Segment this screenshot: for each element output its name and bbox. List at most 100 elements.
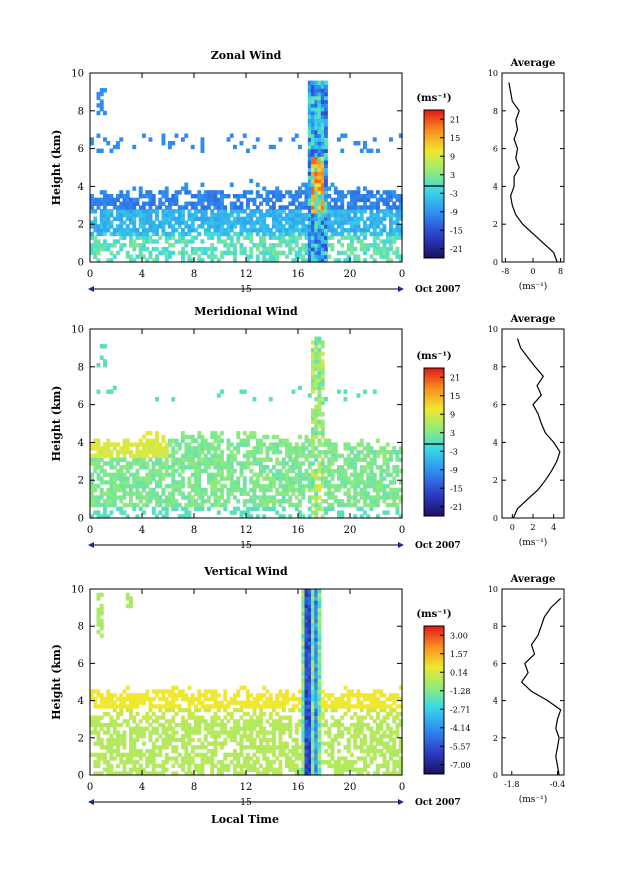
heatmap-cell (129, 254, 133, 259)
heatmap-cell (255, 704, 260, 709)
heatmap-cell (210, 726, 215, 731)
heatmap-cell (301, 763, 306, 769)
heatmap-cell (151, 461, 156, 466)
heatmap-cell (311, 693, 315, 698)
heatmap-cell (187, 685, 192, 690)
heatmap-cell (220, 472, 224, 477)
heatmap-cell (369, 749, 374, 754)
heatmap-cell (187, 484, 192, 489)
heatmap-cell (236, 450, 241, 455)
heatmap-cell (151, 719, 156, 724)
heatmap-cell (187, 771, 192, 776)
heatmap-cell (181, 726, 185, 731)
heatmap-cell (229, 450, 234, 455)
heatmap-cell (93, 254, 98, 259)
heatmap-cell (343, 461, 348, 466)
heatmap-cell (148, 137, 153, 142)
heatmap-cell (327, 484, 332, 489)
heatmap-cell (356, 393, 361, 398)
heatmap-cell (125, 722, 130, 728)
heatmap-cell (129, 749, 133, 754)
heatmap-cell (249, 693, 254, 698)
heatmap-cell (278, 767, 283, 772)
heatmap-cell (288, 763, 293, 769)
heatmap-cell (340, 715, 345, 720)
heatmap-cell (317, 370, 322, 375)
heatmap-cell (311, 231, 315, 237)
heatmap-cell (337, 749, 341, 754)
heatmap-cell (138, 491, 143, 496)
heatmap-cell (376, 209, 380, 214)
heatmap-cell (213, 472, 218, 477)
heatmap-cell (392, 480, 397, 485)
average-y-tick-label: 2 (493, 734, 498, 743)
heatmap-cell (294, 461, 299, 466)
heatmap-cell (307, 246, 312, 252)
heatmap-cell (363, 722, 367, 728)
heatmap-cell (207, 450, 211, 455)
heatmap-cell (288, 231, 293, 237)
heatmap-cell (340, 235, 345, 240)
heatmap-cell (324, 453, 328, 459)
heatmap-cell (177, 442, 182, 447)
heatmap-cell (93, 719, 98, 724)
heatmap-cell (320, 80, 325, 85)
heatmap-cell (304, 205, 309, 210)
average-x-tick-label: -1.8 (504, 780, 519, 789)
heatmap-cell (317, 340, 322, 345)
heatmap-cell (314, 656, 319, 661)
heatmap-cell (324, 125, 328, 131)
heatmap-cell (337, 220, 341, 225)
day-bar-right-arrow (398, 542, 404, 548)
heatmap-cell (145, 719, 150, 724)
heatmap-cell (314, 644, 319, 650)
heatmap-cell (129, 239, 133, 244)
heatmap-cell (177, 708, 182, 713)
heatmap-cell (304, 250, 309, 256)
heatmap-cell (239, 767, 244, 772)
heatmap-cell (99, 752, 104, 757)
heatmap-cell (216, 216, 221, 221)
heatmap-cell (340, 771, 345, 776)
heatmap-cell (242, 190, 247, 195)
heatmap-cell (259, 726, 263, 731)
heatmap-cell (122, 476, 127, 481)
heatmap-cell (220, 190, 224, 195)
heatmap-cell (216, 734, 221, 739)
heatmap-cell (314, 220, 319, 225)
heatmap-cell (311, 589, 315, 594)
heatmap-cell (239, 461, 244, 466)
heatmap-cell (307, 144, 312, 150)
heatmap-cell (395, 197, 400, 203)
heatmap-cell (259, 235, 263, 240)
heatmap-cell (129, 442, 133, 447)
heatmap-cell (382, 756, 387, 761)
heatmap-cell (129, 201, 133, 206)
heatmap-cell (236, 760, 241, 765)
heatmap-cell (314, 476, 319, 481)
heatmap-cell (164, 186, 169, 191)
heatmap-cell (314, 457, 319, 462)
heatmap-cell (372, 696, 377, 702)
heatmap-cell (317, 163, 322, 169)
heatmap-cell (327, 243, 332, 248)
heatmap-cell (259, 704, 263, 709)
heatmap-cell (320, 209, 325, 214)
heatmap-cell (96, 224, 101, 229)
heatmap-cell (268, 700, 273, 705)
heatmap-cell (187, 254, 192, 259)
heatmap-cell (122, 457, 127, 462)
heatmap-cell (324, 137, 328, 142)
heatmap-cell (236, 499, 241, 504)
heatmap-cell (184, 726, 189, 731)
heatmap-cell (142, 246, 146, 252)
heatmap-cell (311, 419, 315, 425)
heatmap-cell (294, 224, 299, 229)
heatmap-cell (278, 719, 283, 724)
day-bar-left-arrow (88, 542, 94, 548)
heatmap-cell (187, 480, 192, 485)
heatmap-cell (252, 197, 257, 203)
heatmap-cell (148, 708, 153, 713)
heatmap-cell (262, 254, 267, 259)
